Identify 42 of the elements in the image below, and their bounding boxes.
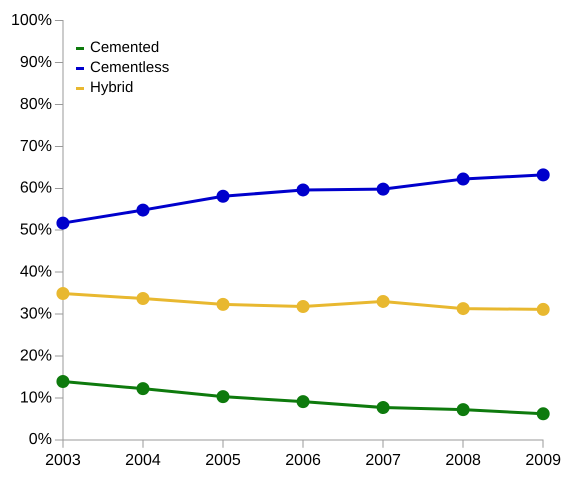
point (456, 302, 470, 316)
point (136, 382, 150, 396)
x-tick-label: 2005 (205, 452, 241, 469)
x-tick-label: 2007 (365, 452, 402, 469)
point (296, 183, 310, 196)
y-tick-label: 70% (20, 138, 52, 155)
point (376, 182, 390, 196)
x-tick-label: 2003 (45, 452, 81, 469)
legend-label: Cemented (90, 38, 160, 58)
legend-label: Cementless (90, 58, 170, 78)
y-tick-label: 10% (20, 389, 52, 406)
point (376, 401, 390, 414)
point (216, 298, 230, 311)
point (376, 294, 390, 308)
point (56, 287, 70, 300)
x-tick-label: 2008 (445, 452, 482, 469)
x-tick-label: 2004 (125, 452, 161, 469)
y-tick-label: 90% (20, 54, 52, 71)
y-tick-label: 0% (28, 431, 52, 448)
point (56, 375, 70, 388)
y-tick-label: 30% (20, 305, 52, 322)
point (296, 395, 310, 408)
y-tick-label: 80% (20, 96, 52, 113)
y-tick-label: 40% (20, 264, 52, 281)
point (216, 390, 230, 404)
y-tick-label: 100% (11, 12, 52, 30)
point (536, 407, 550, 420)
x-tick-label: 2009 (525, 452, 562, 469)
point (56, 216, 70, 230)
point (136, 204, 150, 217)
point (136, 292, 150, 306)
point (536, 168, 550, 182)
y-tick-label: 20% (20, 347, 52, 364)
x-tick-label: 2006 (285, 452, 321, 469)
legend-label: Hybrid (90, 78, 134, 98)
point (216, 190, 230, 203)
point (456, 172, 470, 186)
point (456, 403, 470, 416)
point (296, 300, 310, 313)
point (536, 302, 550, 316)
y-tick-label: 50% (20, 222, 52, 239)
y-tick-label: 60% (20, 180, 52, 197)
